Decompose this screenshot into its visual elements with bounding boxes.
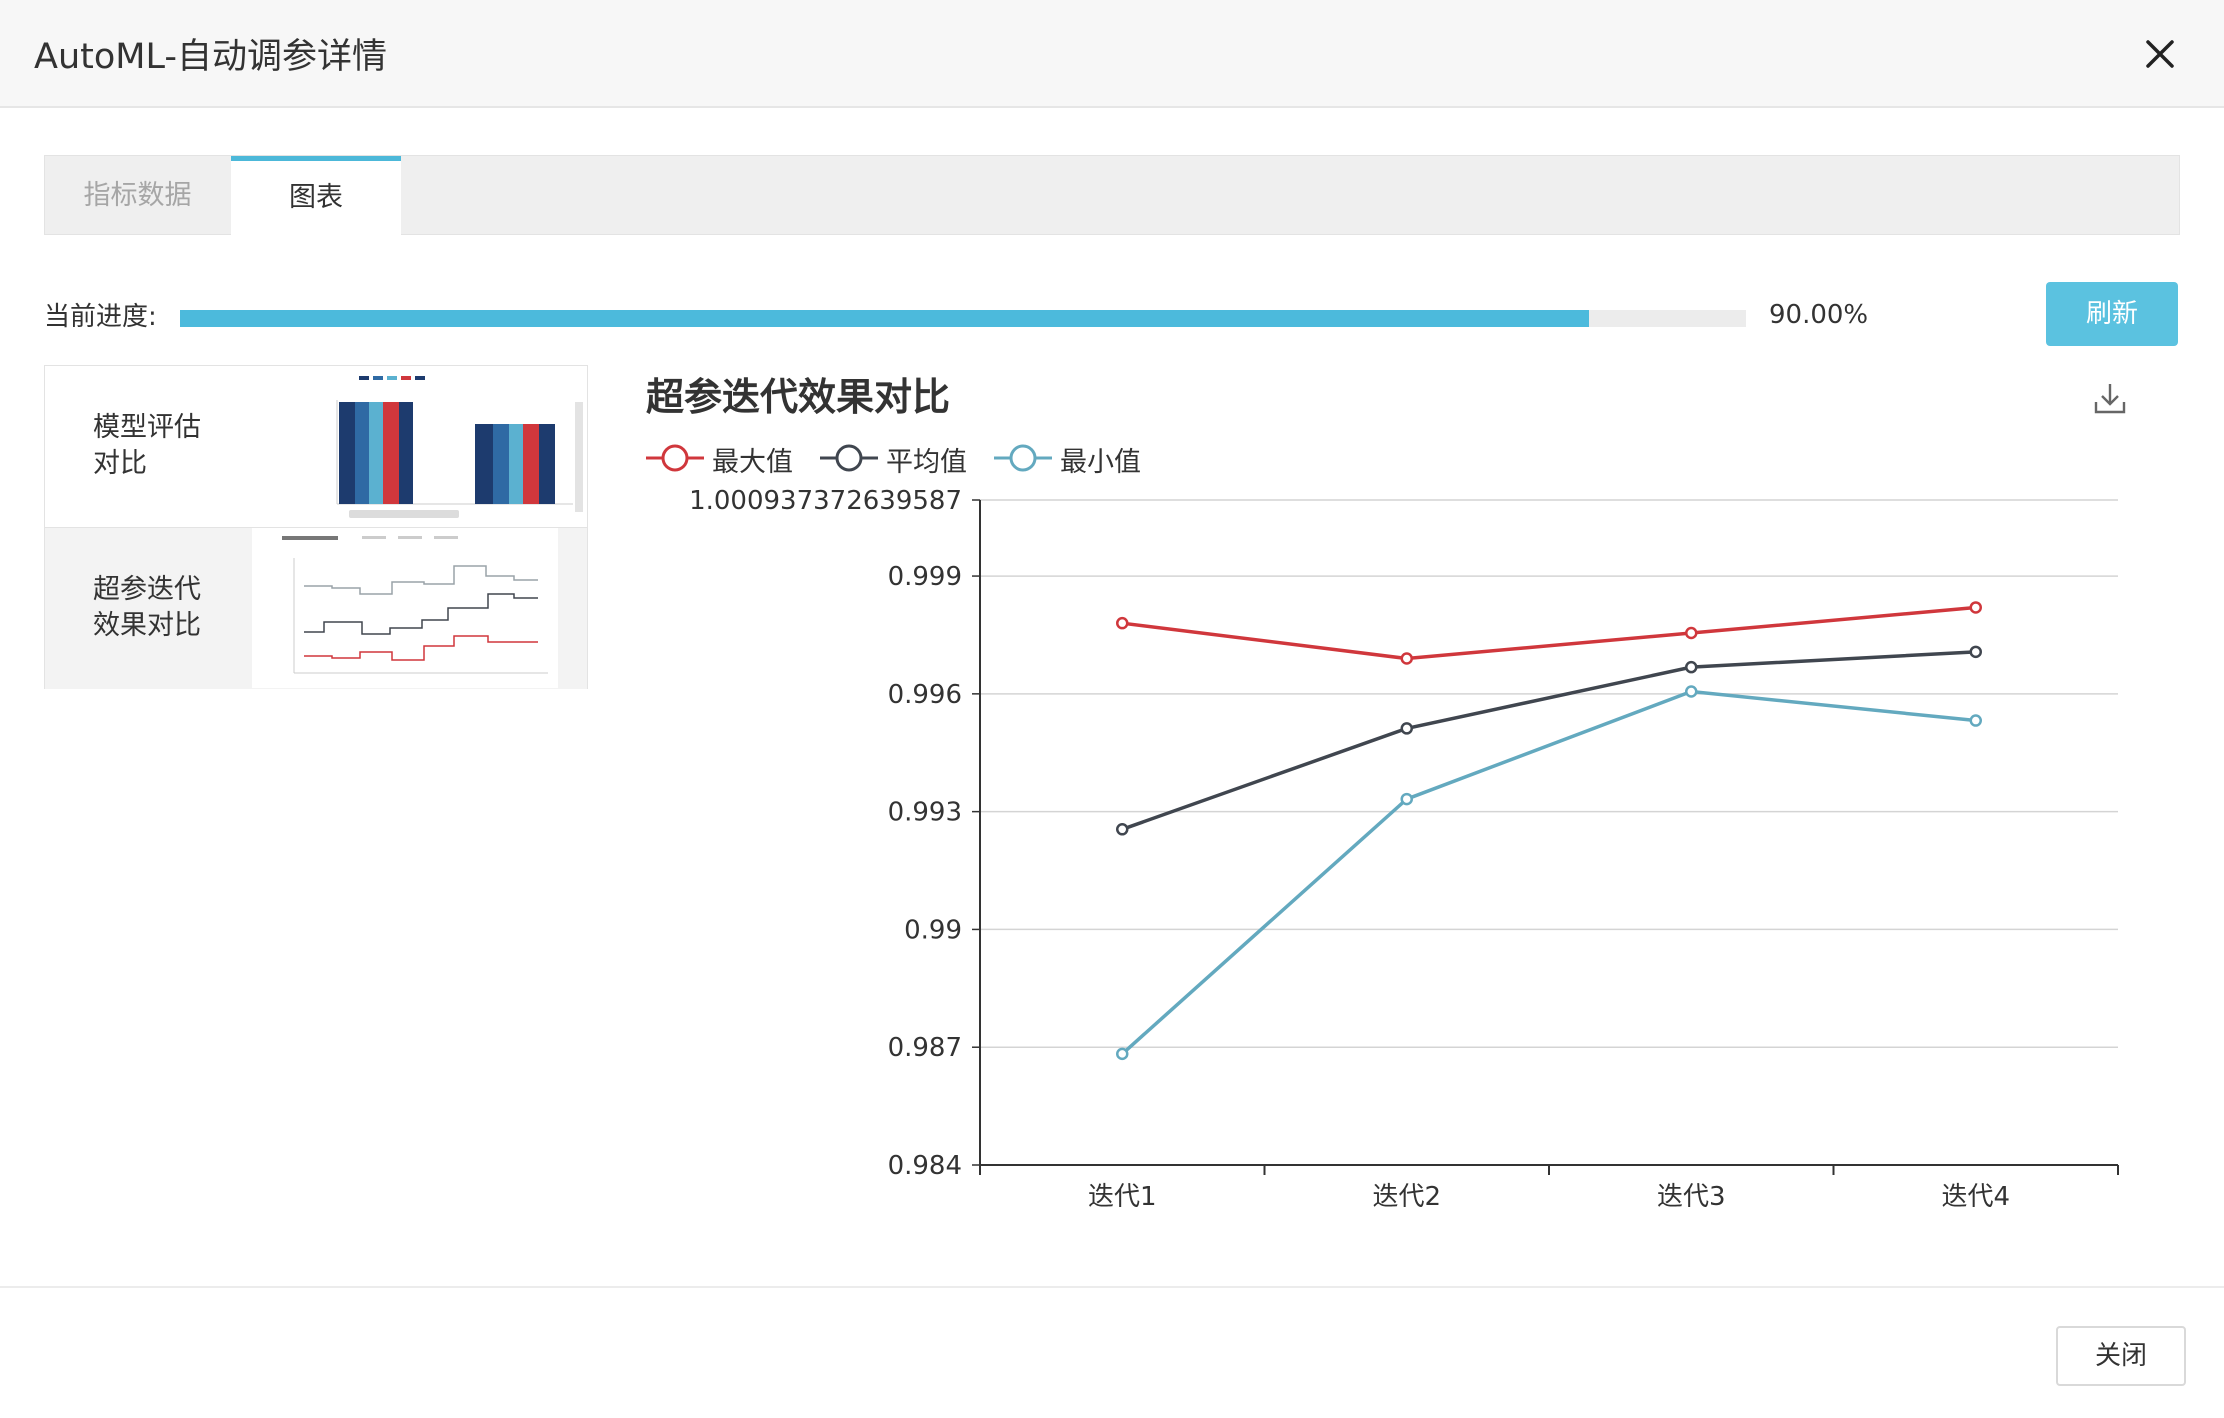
data-point (1400, 792, 1413, 806)
progress-bar (180, 310, 1746, 327)
legend-marker-avg (820, 444, 878, 472)
y-tick-label: 0.987 (888, 1033, 962, 1063)
data-point (1685, 685, 1698, 698)
legend-label-avg: 平均值 (886, 447, 967, 478)
close-button[interactable]: 关闭 (2056, 1326, 2186, 1386)
data-point (1116, 1047, 1129, 1061)
footer-divider (0, 1286, 2224, 1288)
data-point (1969, 714, 1982, 727)
legend-label-min: 最小值 (1060, 447, 1141, 478)
data-point (1400, 722, 1413, 735)
chart-type-list: 模型评估 对比 超参迭代 效果对比 (44, 365, 588, 689)
data-point (1116, 823, 1129, 836)
data-point (1969, 601, 1982, 614)
bar-chart-thumbnail (293, 372, 585, 522)
line-chart-thumbnail (252, 528, 558, 688)
x-tick-label: 迭代3 (1657, 1182, 1726, 1212)
y-tick-label: 1.000937372639587 (689, 486, 962, 516)
progress-label: 当前进度: (44, 302, 157, 332)
close-icon[interactable] (2136, 30, 2184, 78)
download-icon[interactable] (2092, 380, 2128, 416)
chart-title: 超参迭代效果对比 (646, 375, 951, 419)
series-line-1 (1121, 650, 1976, 831)
chart-item-label-line2: 效果对比 (93, 610, 201, 641)
chart-item-hyperparam[interactable]: 超参迭代 效果对比 (45, 528, 587, 689)
series-line-0 (1122, 605, 1976, 661)
data-point (1685, 626, 1698, 640)
refresh-button[interactable]: 刷新 (2046, 282, 2178, 346)
data-point (1116, 616, 1129, 630)
line-chart: 1.000937372639587 0.999 0.996 0.993 0.99 0.98… (689, 486, 2119, 1212)
tab-metrics-data[interactable]: 指标数据 (83, 180, 192, 211)
chart-item-model-eval[interactable]: 模型评估 对比 (45, 366, 587, 528)
legend-marker-max (646, 444, 704, 472)
x-tick-label: 迭代1 (1088, 1182, 1157, 1212)
dialog-header: AutoML-自动调参详情 (0, 0, 2224, 108)
tab-charts[interactable]: 图表 (231, 156, 401, 235)
y-tick-label: 0.984 (888, 1151, 962, 1181)
chart-item-label: 模型评估 对比 (93, 410, 233, 482)
y-tick-label: 0.996 (888, 680, 962, 710)
chart-item-label: 超参迭代 效果对比 (93, 572, 233, 644)
chart-item-label-line1: 模型评估 (93, 412, 201, 443)
series-line-2 (1121, 689, 1976, 1056)
x-tick-label: 迭代4 (1941, 1182, 2010, 1212)
x-tick-label: 迭代2 (1372, 1182, 1441, 1212)
chart-item-label-line2: 对比 (93, 448, 147, 479)
progress-percent: 90.00% (1769, 300, 1869, 330)
y-tick-label: 0.99 (904, 915, 962, 945)
legend-marker-min (994, 444, 1052, 472)
legend-label-max: 最大值 (712, 447, 793, 478)
progress-bar-fill (180, 310, 1590, 327)
data-point (1685, 660, 1698, 674)
data-point (1969, 645, 1982, 659)
data-point (1400, 652, 1413, 665)
tab-bar: 指标数据 图表 (44, 155, 2180, 235)
chart-item-label-line1: 超参迭代 (93, 574, 201, 605)
y-tick-label: 0.993 (888, 798, 962, 828)
dialog-title: AutoML-自动调参详情 (34, 37, 387, 77)
y-tick-label: 0.999 (888, 562, 962, 592)
